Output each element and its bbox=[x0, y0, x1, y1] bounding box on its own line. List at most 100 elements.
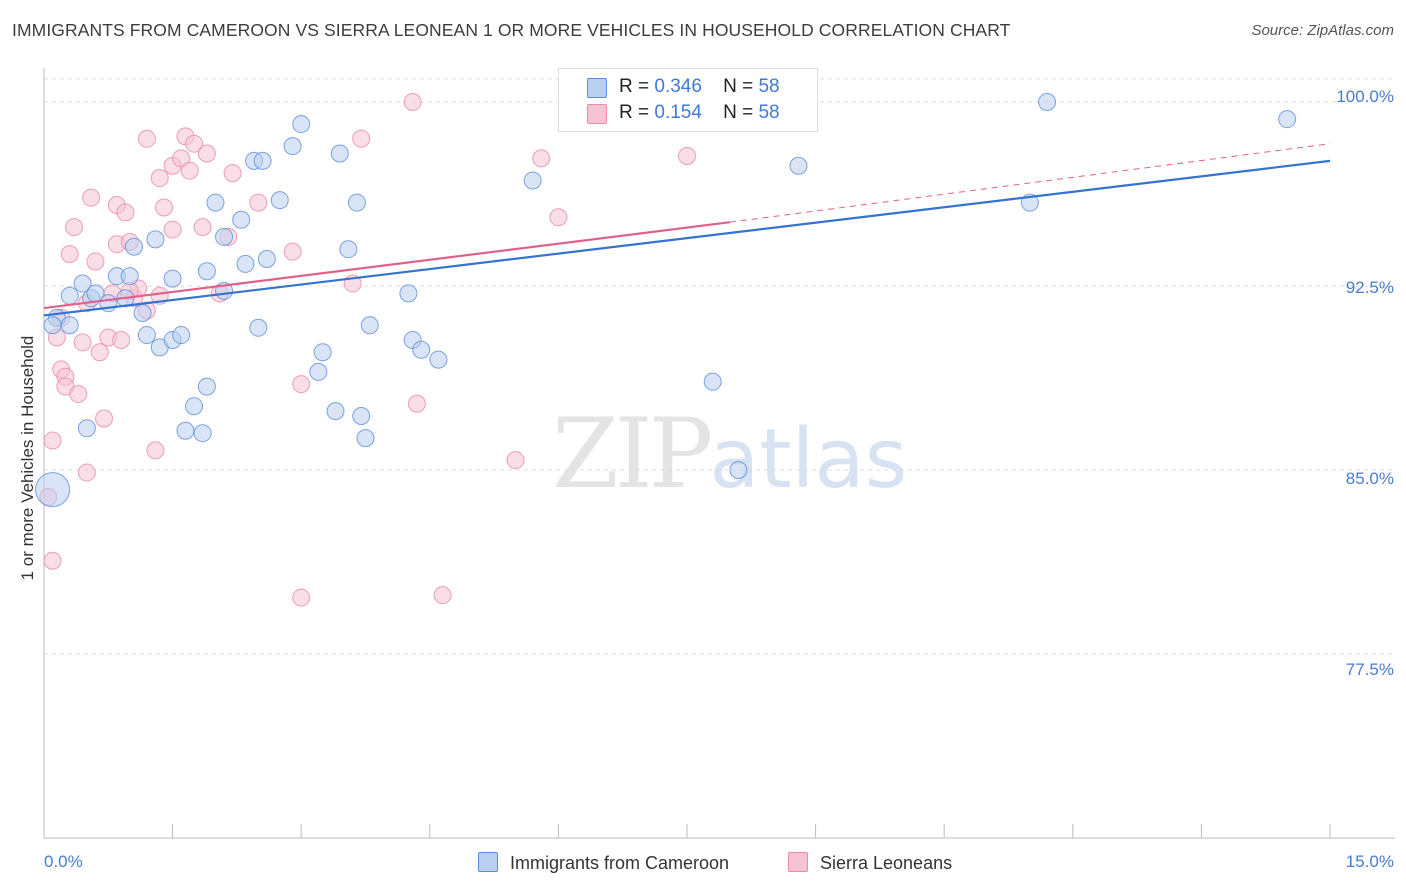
data-point-cameroon bbox=[330, 144, 349, 163]
data-point-cameroon bbox=[176, 421, 195, 440]
x-tick-label: 15.0% bbox=[1345, 852, 1394, 871]
watermark-atlas: atlas bbox=[709, 412, 908, 507]
legend-text: R = 0.154 N = 58 bbox=[619, 102, 780, 123]
data-point-cameroon bbox=[193, 424, 212, 443]
data-point-sierra-leonean bbox=[185, 134, 204, 153]
source-label: Source: ZipAtlas.com bbox=[1251, 22, 1394, 39]
data-point-sierra-leonean bbox=[112, 330, 131, 349]
data-point-cameroon bbox=[729, 460, 748, 479]
legend: R = 0.346 N = 58 R = 0.154 N = 58 bbox=[558, 68, 818, 132]
data-point-sierra-leonean bbox=[65, 218, 84, 237]
data-point-sierra-leonean bbox=[60, 245, 79, 264]
data-point-cameroon bbox=[215, 227, 234, 246]
trend-line-cameroon bbox=[43, 159, 1331, 317]
data-point-sierra-leonean bbox=[116, 203, 135, 222]
data-point-cameroon bbox=[523, 171, 542, 190]
y-tick-label: 77.5% bbox=[1345, 660, 1394, 679]
data-point-cameroon bbox=[163, 269, 182, 288]
data-point-sierra-leonean bbox=[43, 431, 62, 450]
data-point-sierra-leonean bbox=[95, 409, 114, 428]
data-point-sierra-leonean bbox=[163, 220, 182, 239]
data-point-cameroon bbox=[206, 193, 225, 212]
x-tick-label: 0.0% bbox=[44, 852, 83, 871]
data-point-cameroon bbox=[137, 326, 156, 345]
data-point-cameroon bbox=[197, 262, 216, 281]
data-point-sierra-leonean bbox=[283, 242, 302, 261]
data-point-sierra-leonean bbox=[69, 384, 88, 403]
data-point-cameroon bbox=[257, 250, 276, 269]
data-point-cameroon bbox=[703, 372, 722, 391]
data-point-cameroon bbox=[60, 286, 79, 305]
data-point-cameroon bbox=[283, 137, 302, 156]
data-point-sierra-leonean bbox=[249, 193, 268, 212]
data-point-cameroon bbox=[249, 318, 268, 337]
data-point-sierra-leonean bbox=[86, 252, 105, 271]
data-point-sierra-leonean bbox=[193, 218, 212, 237]
data-point-cameroon bbox=[146, 230, 165, 249]
data-point-sierra-leonean bbox=[433, 586, 452, 605]
data-point-sierra-leonean bbox=[77, 463, 96, 482]
legend-swatch-blue bbox=[587, 78, 607, 98]
data-point-sierra-leonean bbox=[137, 129, 156, 148]
chart-title: IMMIGRANTS FROM CAMEROON VS SIERRA LEONE… bbox=[12, 20, 1011, 40]
y-axis-label: 1 or more Vehicles in Household bbox=[18, 335, 37, 581]
data-point-sierra-leonean bbox=[82, 188, 101, 207]
data-point-cameroon bbox=[399, 284, 418, 303]
bottom-legend-swatch-blue bbox=[478, 852, 498, 872]
watermark-zip: ZIP bbox=[552, 398, 713, 510]
bottom-legend-label: Immigrants from Cameroon bbox=[510, 853, 730, 873]
data-point-sierra-leonean bbox=[532, 149, 551, 168]
y-tick-label: 92.5% bbox=[1345, 278, 1394, 297]
legend-swatch-pink bbox=[587, 104, 607, 124]
data-point-cameroon bbox=[197, 377, 216, 396]
data-point-sierra-leonean bbox=[403, 92, 422, 111]
data-point-cameroon bbox=[356, 429, 375, 448]
data-point-cameroon bbox=[236, 254, 255, 273]
watermark: ZIPatlas bbox=[552, 398, 907, 510]
data-point-sierra-leonean bbox=[223, 164, 242, 183]
data-point-cameroon bbox=[77, 419, 96, 438]
data-point-cameroon bbox=[43, 316, 62, 335]
data-point-cameroon bbox=[35, 472, 71, 508]
data-point-cameroon bbox=[172, 326, 191, 345]
data-point-sierra-leonean bbox=[146, 441, 165, 460]
bottom-legend-sierra-leone: Sierra Leoneans bbox=[788, 852, 952, 874]
y-tick-label: 85.0% bbox=[1345, 469, 1394, 488]
bottom-legend-label: Sierra Leoneans bbox=[820, 853, 953, 873]
data-point-sierra-leonean bbox=[407, 394, 426, 413]
data-point-cameroon bbox=[347, 193, 366, 212]
data-point-cameroon bbox=[352, 407, 371, 426]
data-point-cameroon bbox=[270, 191, 289, 210]
data-point-cameroon bbox=[125, 237, 144, 256]
trend-line-sierra-leonean-extension bbox=[729, 143, 1331, 223]
data-point-sierra-leonean bbox=[43, 551, 62, 570]
data-point-sierra-leonean bbox=[155, 198, 174, 217]
data-point-cameroon bbox=[360, 316, 379, 335]
data-point-sierra-leonean bbox=[506, 451, 525, 470]
legend-text: R = 0.346 N = 58 bbox=[619, 76, 780, 97]
data-point-cameroon bbox=[339, 240, 358, 259]
bottom-legend-swatch-pink bbox=[788, 852, 808, 872]
data-point-sierra-leonean bbox=[549, 208, 568, 227]
data-point-cameroon bbox=[185, 397, 204, 416]
data-point-cameroon bbox=[429, 350, 448, 369]
data-point-cameroon bbox=[1038, 92, 1057, 111]
data-point-cameroon bbox=[60, 316, 79, 335]
data-point-sierra-leonean bbox=[172, 149, 191, 168]
data-point-sierra-leonean bbox=[180, 161, 199, 180]
data-point-sierra-leonean bbox=[352, 129, 371, 148]
data-point-cameroon bbox=[232, 210, 251, 229]
data-point-cameroon bbox=[73, 274, 92, 293]
data-point-cameroon bbox=[1278, 110, 1297, 129]
data-point-sierra-leonean bbox=[73, 333, 92, 352]
data-point-sierra-leonean bbox=[150, 169, 169, 188]
data-point-sierra-leonean bbox=[197, 144, 216, 163]
data-point-cameroon bbox=[789, 156, 808, 175]
data-point-cameroon bbox=[412, 340, 431, 359]
data-point-cameroon bbox=[253, 151, 272, 170]
data-point-cameroon bbox=[309, 362, 328, 381]
data-point-sierra-leonean bbox=[90, 343, 109, 362]
trend-line-sierra-leonean bbox=[43, 221, 731, 310]
y-tick-label: 100.0% bbox=[1336, 87, 1394, 106]
